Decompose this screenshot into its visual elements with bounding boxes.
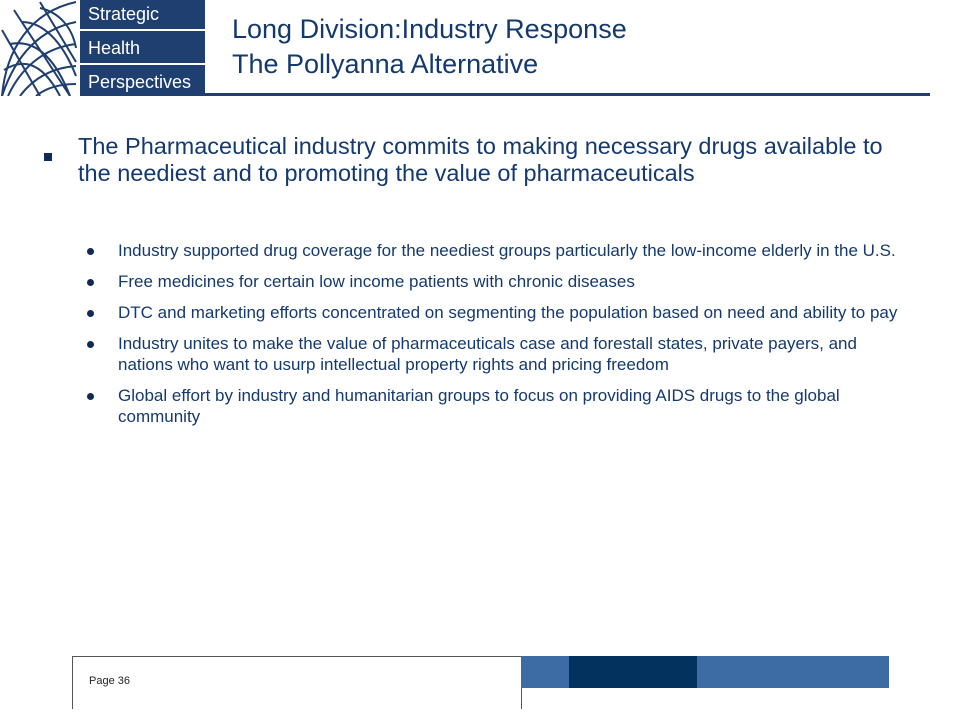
- logo-line-health: Health: [88, 38, 141, 58]
- dot-bullet-icon: [87, 279, 94, 286]
- logo-divider: [80, 63, 205, 65]
- sub-bullet-item: Global effort by industry and humanitari…: [78, 385, 908, 427]
- company-logo: Strategic Health Perspectives: [0, 0, 205, 96]
- sub-bullet-text: Global effort by industry and humanitari…: [118, 386, 840, 426]
- dot-bullet-icon: [87, 248, 94, 255]
- footer-color-bar: [569, 656, 697, 688]
- square-bullet-icon: [44, 153, 52, 161]
- slide-title: Long Division:Industry Response The Poll…: [232, 12, 627, 82]
- footer-color-bar: [697, 656, 889, 688]
- sub-bullet-item: Industry unites to make the value of pha…: [78, 333, 908, 375]
- page-number: Page 36: [89, 675, 130, 687]
- dot-bullet-icon: [87, 310, 94, 317]
- sub-bullet-text: DTC and marketing efforts concentrated o…: [118, 303, 898, 322]
- title-underline: [205, 93, 930, 96]
- title-line-1: Long Division:Industry Response: [232, 14, 627, 44]
- sub-bullet-item: DTC and marketing efforts concentrated o…: [78, 302, 908, 323]
- footer-frame: [72, 656, 522, 709]
- sub-bullet-item: Industry supported drug coverage for the…: [78, 240, 908, 261]
- footer-color-bar: [521, 656, 569, 688]
- logo-wordmark: Strategic Health Perspectives: [80, 0, 205, 96]
- sub-bullet-text: Industry supported drug coverage for the…: [118, 241, 896, 260]
- logo-divider: [80, 29, 205, 31]
- logo-line-perspectives: Perspectives: [88, 72, 192, 92]
- dot-bullet-icon: [87, 393, 94, 400]
- main-bullet-text: The Pharmaceutical industry commits to m…: [78, 133, 883, 186]
- title-line-2: The Pollyanna Alternative: [232, 49, 539, 79]
- sub-bullet-text: Free medicines for certain low income pa…: [118, 272, 635, 291]
- sub-bullet-text: Industry unites to make the value of pha…: [118, 334, 857, 374]
- sub-bullet-item: Free medicines for certain low income pa…: [78, 271, 908, 292]
- logo-line-strategic: Strategic: [88, 4, 160, 24]
- dot-bullet-icon: [87, 341, 94, 348]
- globe-grid-icon: [1, 1, 77, 96]
- sub-bullet-list: Industry supported drug coverage for the…: [78, 240, 908, 437]
